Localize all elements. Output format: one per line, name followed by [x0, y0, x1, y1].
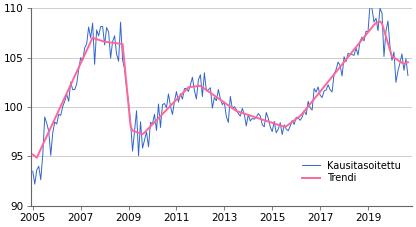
- Kausitasoitettu: [314, 91, 319, 93]
- Kausitasoitettu: [280, 133, 285, 136]
- Kausitasoitettu: [106, 31, 111, 33]
- Trendi: [34, 156, 39, 159]
- Trendi: [328, 78, 333, 81]
- Kausitasoitettu: [32, 183, 37, 185]
- Kausitasoitettu: [367, 3, 372, 6]
- Trendi: [377, 20, 382, 23]
- Kausitasoitettu: [328, 88, 333, 91]
- Trendi: [280, 125, 285, 128]
- Kausitasoitettu: [92, 63, 97, 66]
- Legend: Kausitasoitettu, Trendi: Kausitasoitettu, Trendi: [300, 159, 403, 185]
- Kausitasoitettu: [174, 90, 179, 93]
- Trendi: [174, 98, 179, 101]
- Trendi: [92, 37, 97, 40]
- Trendi: [106, 41, 111, 44]
- Trendi: [406, 61, 411, 64]
- Kausitasoitettu: [406, 74, 411, 77]
- Trendi: [30, 153, 35, 156]
- Line: Trendi: Trendi: [33, 21, 408, 158]
- Line: Kausitasoitettu: Kausitasoitettu: [33, 4, 408, 184]
- Trendi: [314, 95, 319, 98]
- Kausitasoitettu: [30, 170, 35, 173]
